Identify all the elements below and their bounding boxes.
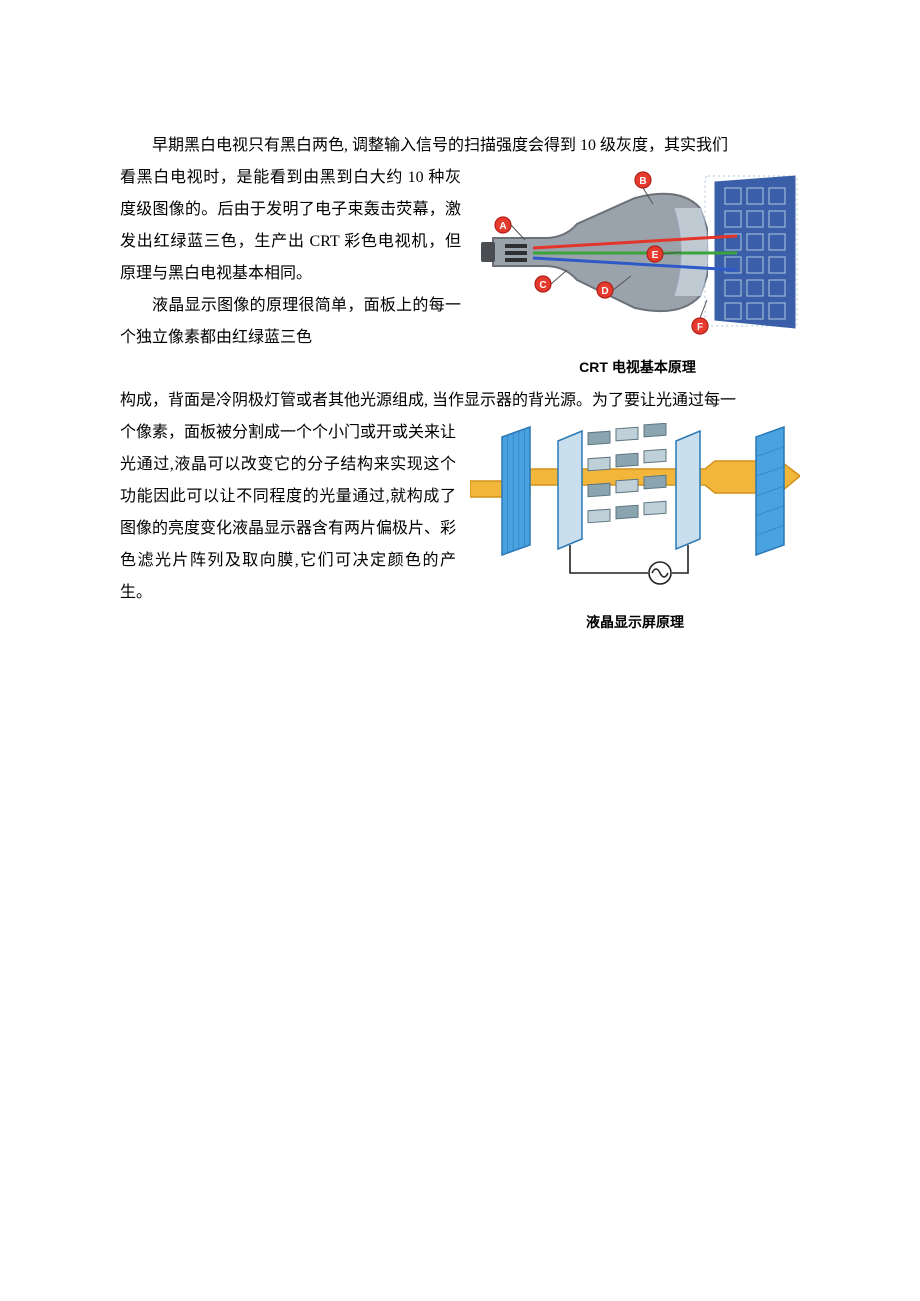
svg-text:F: F bbox=[697, 322, 703, 333]
lcd-diagram-svg bbox=[470, 423, 800, 598]
svg-text:B: B bbox=[639, 176, 646, 187]
svg-text:D: D bbox=[601, 286, 608, 297]
crt-diagram-svg: A B C D E F bbox=[475, 168, 800, 343]
svg-text:E: E bbox=[652, 250, 659, 261]
figure-crt: A B C D E F CRT 电视基本原理 bbox=[475, 168, 800, 377]
figure-lcd-caption: 液晶显示屏原理 bbox=[470, 612, 800, 632]
figure-crt-caption: CRT 电视基本原理 bbox=[475, 357, 800, 377]
svg-text:A: A bbox=[499, 221, 506, 232]
para1-lead: 早期黑白电视只有黑白两色, 调整输入信号的扫描强度会得到 10 级灰度，其实我们 bbox=[120, 130, 800, 162]
figure-lcd: 液晶显示屏原理 bbox=[470, 423, 800, 632]
svg-text:C: C bbox=[539, 280, 546, 291]
document-page: 早期黑白电视只有黑白两色, 调整输入信号的扫描强度会得到 10 级灰度，其实我们… bbox=[0, 0, 920, 700]
para2-b: 构成，背面是冷阴极灯管或者其他光源组成, 当作显示器的背光源。为了要让光通过每一 bbox=[120, 385, 800, 417]
